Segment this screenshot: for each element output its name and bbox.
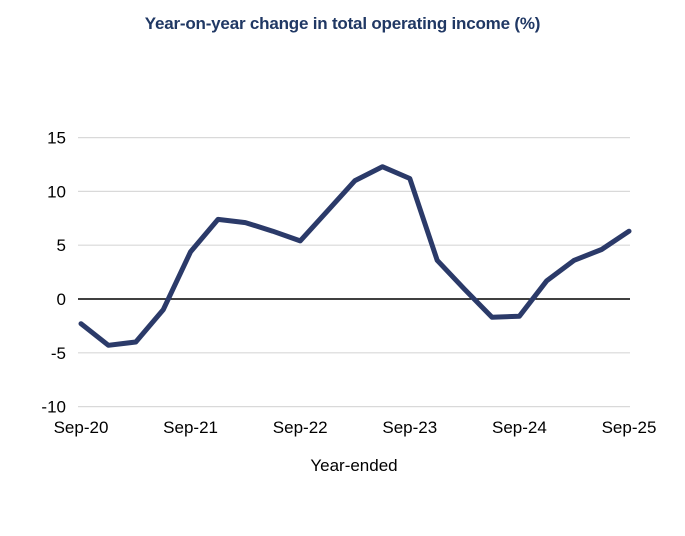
- y-tick-label: 10: [47, 182, 66, 201]
- y-tick-label: 15: [47, 129, 66, 148]
- data-line-operating-income: [78, 164, 632, 348]
- x-tick-label: Sep-25: [602, 418, 657, 437]
- x-tick-label: Sep-21: [163, 418, 218, 437]
- x-tick-label: Sep-22: [273, 418, 328, 437]
- x-tick-label: Sep-23: [382, 418, 437, 437]
- y-tick-label: -5: [51, 344, 66, 363]
- chart-title: Year-on-year change in total operating i…: [144, 14, 541, 33]
- y-tick-label: 0: [57, 290, 66, 309]
- x-tick-label: Sep-24: [492, 418, 547, 437]
- x-axis-title: Year-ended: [310, 456, 398, 475]
- y-tick-label: 5: [57, 236, 66, 255]
- x-tick-label: Sep-20: [54, 418, 109, 437]
- y-tick-label: -10: [41, 398, 66, 417]
